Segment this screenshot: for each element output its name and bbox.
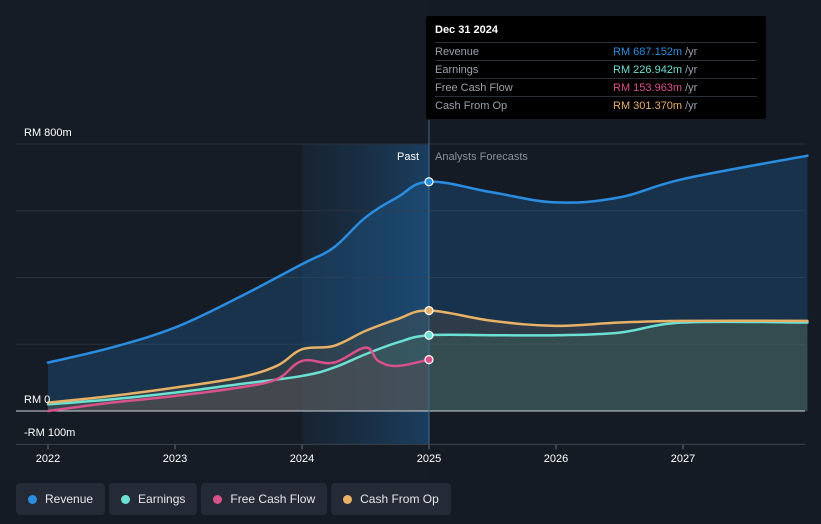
tooltip-row-unit: /yr bbox=[685, 63, 698, 76]
tooltip-row-label: Earnings bbox=[435, 63, 479, 76]
legend-label: Free Cash Flow bbox=[230, 492, 316, 506]
revenue-line bbox=[46, 154, 809, 364]
x-tick-label: 2022 bbox=[36, 453, 60, 465]
tooltip-row-revenue: Revenue RM 687.152m /yr bbox=[435, 42, 757, 60]
free-cash-flow-dot-icon bbox=[213, 494, 223, 504]
x-tick-label: 2023 bbox=[163, 453, 187, 465]
x-tick-label: 2025 bbox=[417, 453, 441, 465]
tooltip-row-value: RM 301.370m bbox=[613, 99, 683, 112]
legend-item-earnings[interactable]: Earnings bbox=[109, 483, 198, 515]
forecast-label: Analysts Forecasts bbox=[435, 151, 528, 163]
tooltip-row-unit: /yr bbox=[685, 81, 698, 94]
tooltip-row-value: RM 687.152m bbox=[613, 45, 683, 58]
legend-label: Revenue bbox=[45, 492, 94, 506]
earnings-marker bbox=[424, 330, 434, 340]
legend-item-revenue[interactable]: Revenue bbox=[16, 483, 106, 515]
series-lines bbox=[46, 154, 809, 413]
earnings-dot-icon bbox=[121, 494, 131, 504]
cash-from-op-marker bbox=[424, 305, 434, 316]
tooltip-row-label: Free Cash Flow bbox=[435, 81, 513, 94]
legend: Revenue Earnings Free Cash Flow Cash Fro… bbox=[16, 483, 451, 515]
tooltip-row-label: Revenue bbox=[435, 45, 480, 58]
series-markers bbox=[424, 177, 434, 365]
cash-from-op-line bbox=[46, 309, 809, 404]
earnings-line bbox=[46, 320, 809, 406]
x-tick-label: 2026 bbox=[544, 453, 568, 465]
legend-item-cash-from-op[interactable]: Cash From Op bbox=[331, 483, 451, 515]
free-cash-flow-marker bbox=[424, 355, 434, 365]
revenue-dot-icon bbox=[28, 494, 37, 504]
revenue-marker bbox=[424, 177, 434, 187]
y-axis-label-bottom: -RM 100m bbox=[24, 427, 75, 439]
legend-item-free-cash-flow[interactable]: Free Cash Flow bbox=[201, 483, 328, 515]
tooltip: Dec 31 2024 Revenue RM 687.152m /yr Earn… bbox=[426, 16, 766, 119]
legend-label: Cash From Op bbox=[360, 492, 439, 506]
legend-label: Earnings bbox=[138, 492, 186, 506]
free-cash-flow-line bbox=[46, 346, 431, 413]
y-axis-label-top: RM 800m bbox=[24, 127, 72, 139]
tooltip-row-value: RM 153.963m bbox=[613, 81, 683, 94]
revenue-area bbox=[48, 155, 808, 411]
cash-from-op-dot-icon bbox=[343, 494, 353, 504]
x-tick-label: 2024 bbox=[290, 453, 314, 465]
y-axis-label-zero: RM 0 bbox=[24, 394, 50, 406]
tooltip-row-unit: /yr bbox=[685, 99, 698, 112]
tooltip-row-value: RM 226.942m bbox=[613, 63, 683, 76]
tooltip-row-unit: /yr bbox=[685, 45, 698, 58]
tooltip-row-free-cash-flow: Free Cash Flow RM 153.963m /yr bbox=[435, 78, 757, 96]
tooltip-row-earnings: Earnings RM 226.942m /yr bbox=[435, 60, 757, 78]
past-highlight-band bbox=[302, 144, 429, 445]
tooltip-row-cash-from-op: Cash From Op RM 301.370m /yr bbox=[435, 96, 757, 114]
x-axis: 2022 2023 2024 2025 2026 2027 bbox=[16, 443, 805, 465]
tooltip-row-label: Cash From Op bbox=[435, 99, 508, 112]
past-label: Past bbox=[397, 151, 419, 163]
tooltip-date: Dec 31 2024 bbox=[435, 24, 498, 36]
x-tick-label: 2027 bbox=[671, 453, 695, 465]
